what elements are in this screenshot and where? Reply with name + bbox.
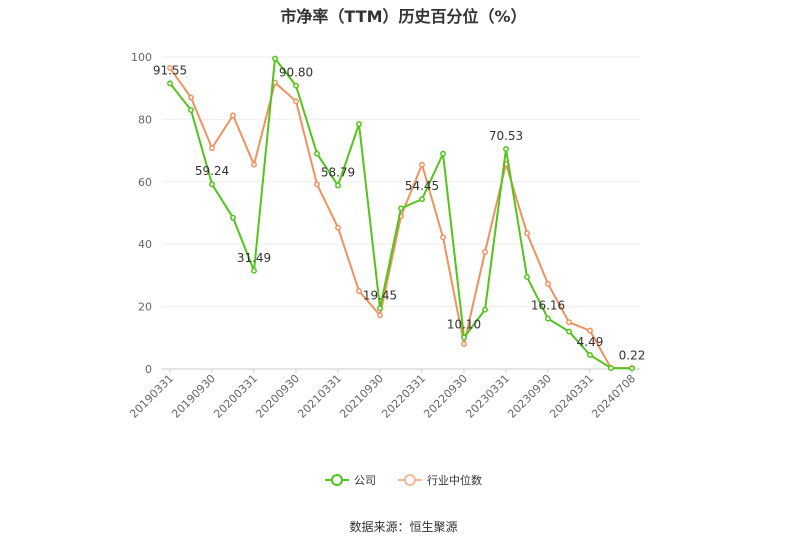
data-label: 19.45 (363, 288, 397, 302)
data-label: 10.10 (447, 317, 481, 331)
y-tick-label: 60 (138, 176, 152, 189)
data-point (482, 306, 488, 313)
x-tick-label: 20220331 (379, 372, 428, 421)
data-point (587, 327, 593, 334)
x-tick-label: 20240331 (547, 372, 596, 421)
data-point (251, 267, 257, 274)
x-tick-label: 20230331 (463, 372, 512, 421)
data-label: 54.45 (405, 179, 439, 193)
data-point (356, 121, 362, 128)
data-point (398, 205, 404, 212)
x-tick-label: 20230930 (505, 372, 554, 421)
x-tick-label: 20240708 (589, 372, 638, 421)
data-label: 16.16 (531, 299, 565, 313)
data-point (272, 55, 278, 62)
data-point (440, 234, 446, 241)
data-point (461, 341, 467, 347)
data-point (419, 161, 425, 168)
data-label: 91.55 (153, 63, 187, 77)
y-tick-label: 80 (138, 113, 152, 126)
y-tick-label: 40 (138, 238, 152, 251)
x-tick-label: 20210930 (337, 372, 386, 421)
legend-item-company[interactable]: 公司 (325, 472, 376, 488)
legend-item-industry-median[interactable]: 行业中位数 (398, 472, 482, 488)
x-tick-label: 20220930 (421, 372, 470, 421)
data-source: 数据来源：恒生聚源 (349, 520, 458, 534)
data-point (251, 161, 257, 168)
legend-industry-median-marker (398, 473, 422, 487)
data-point (545, 315, 551, 322)
chart-title: 市净率（TTM）历史百分位（%） (280, 7, 527, 26)
data-point (566, 328, 572, 335)
x-tick-label: 20190331 (127, 372, 176, 421)
data-point (209, 181, 215, 188)
data-point (566, 319, 572, 326)
y-tick-label: 20 (138, 301, 152, 314)
data-point (545, 280, 551, 287)
data-point (335, 224, 341, 231)
data-label: 90.80 (279, 66, 313, 80)
data-point (377, 305, 383, 312)
data-point (335, 182, 341, 189)
data-point (524, 230, 530, 237)
data-label: 0.22 (619, 348, 646, 362)
data-point (587, 352, 593, 358)
data-label: 31.49 (237, 251, 271, 265)
x-tick-label: 20200331 (211, 372, 260, 421)
data-point (482, 249, 488, 255)
data-point (524, 274, 530, 280)
y-tick-label: 0 (145, 363, 152, 376)
data-point (377, 312, 383, 319)
y-tick-label: 100 (131, 51, 152, 64)
legend-industry-median-label: 行业中位数 (427, 474, 482, 487)
x-tick-label: 20210331 (295, 372, 344, 421)
data-point (440, 150, 446, 157)
data-point (314, 150, 320, 157)
legend-company-label: 公司 (354, 474, 376, 487)
data-point (503, 145, 509, 152)
data-point (608, 365, 614, 372)
data-point (293, 98, 299, 105)
data-point (356, 288, 362, 294)
data-point (314, 181, 320, 188)
data-point (629, 365, 635, 372)
data-point (461, 334, 467, 341)
data-point (188, 94, 194, 101)
x-tick-label: 20200930 (253, 372, 302, 421)
data-point (188, 107, 194, 113)
data-label: 59.24 (195, 164, 229, 178)
data-label: 70.53 (489, 129, 523, 143)
data-point (230, 214, 236, 221)
line-chart: 0 20 40 60 80 100 2019033120190930202003312020… (127, 51, 646, 421)
legend-company-marker (325, 473, 349, 487)
data-point (167, 64, 173, 71)
chart-legend: 公司 行业中位数 (0, 472, 807, 488)
data-label: 58.79 (321, 166, 355, 180)
data-point (209, 145, 215, 152)
data-point (167, 80, 173, 87)
data-point (293, 82, 299, 89)
data-point (419, 196, 425, 203)
data-point (230, 112, 236, 119)
data-label: 4.49 (577, 335, 604, 349)
x-tick-label: 20190930 (169, 372, 218, 421)
